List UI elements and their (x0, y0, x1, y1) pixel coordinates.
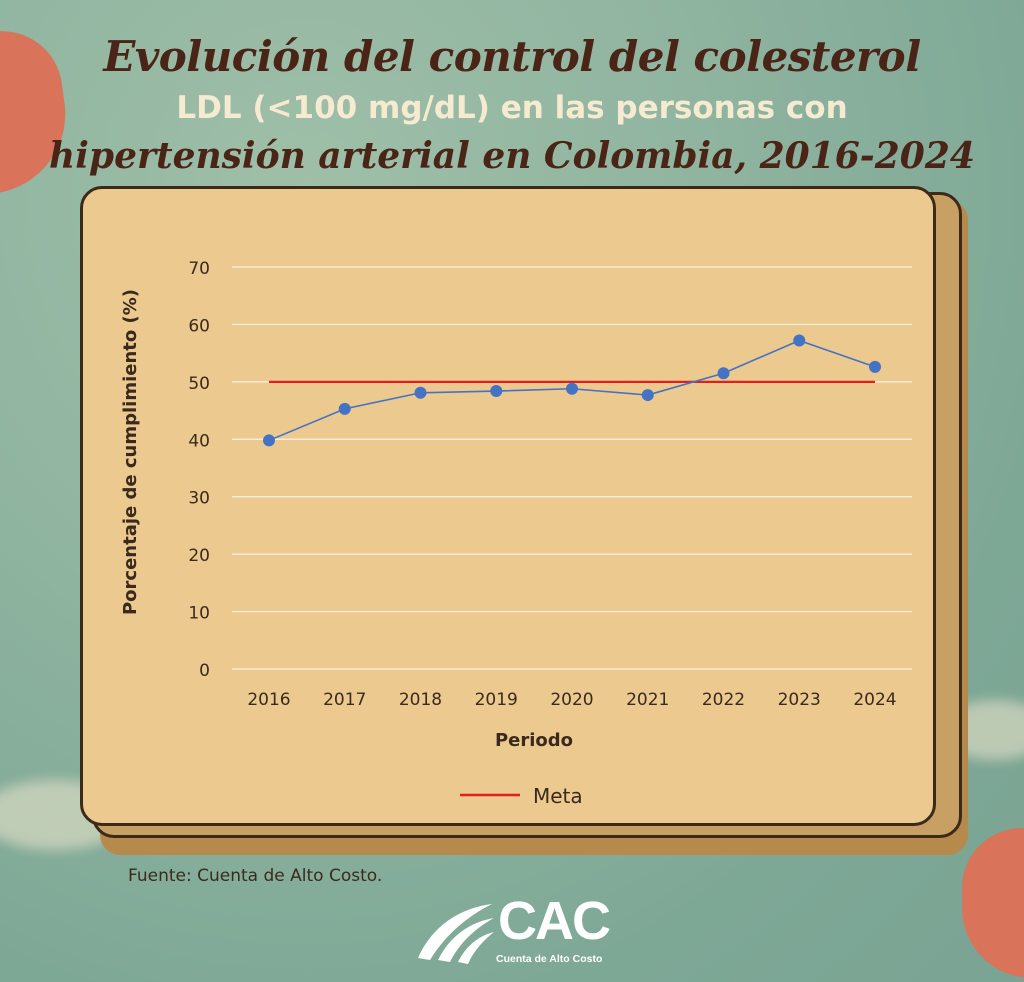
title-line-3: hipertensión arterial en Colombia, 2016-… (49, 135, 975, 177)
title-line-2: LDL (<100 mg/dL) en las personas con (176, 90, 848, 126)
data-point (641, 389, 654, 402)
series-layer (263, 334, 881, 447)
x-tick-label: 2023 (778, 690, 821, 710)
x-tick-label: 2021 (626, 690, 669, 710)
data-point (566, 382, 578, 395)
cac-logo-subtitle: Cuenta de Alto Costo (496, 953, 603, 965)
y-axis-label: Porcentaje de cumplimiento (%) (120, 289, 141, 615)
y-tick-label: 30 (188, 489, 210, 509)
x-axis-label: Periodo (495, 730, 573, 751)
y-tick-label: 70 (188, 259, 210, 279)
source-note: Fuente: Cuenta de Alto Costo. (128, 866, 383, 886)
cac-swoosh-icon (418, 904, 494, 964)
title-line-1: Evolución del control del colesterol (103, 32, 921, 81)
data-point (869, 360, 881, 373)
grid-lines (232, 266, 912, 670)
y-tick-label: 60 (188, 316, 210, 336)
data-point (338, 402, 351, 415)
y-tick-label: 40 (188, 431, 210, 451)
x-tick-labels: 2016 2017 2018 2019 2020 2021 2022 2023 2024 (247, 690, 896, 710)
data-point (793, 334, 806, 347)
y-tick-label: 50 (188, 374, 210, 394)
title-block: Evolución del control del colesterol LDL… (0, 28, 1024, 182)
x-tick-label: 2019 (475, 690, 518, 710)
cac-logo-text: CAC (498, 891, 611, 951)
data-point (414, 386, 427, 399)
x-tick-label: 2024 (853, 690, 896, 710)
x-tick-label: 2022 (702, 690, 745, 710)
data-point (717, 367, 730, 380)
x-tick-label: 2018 (399, 690, 442, 710)
chart-board (80, 186, 936, 826)
y-tick-label: 10 (188, 604, 210, 624)
y-tick-labels: 0 10 20 30 40 50 60 70 (188, 259, 210, 681)
x-tick-label: 2017 (323, 690, 366, 710)
legend-meta-label: Meta (533, 784, 583, 808)
data-point (490, 385, 503, 398)
data-point (263, 434, 275, 447)
cac-logo: CAC Cuenta de Alto Costo (412, 891, 612, 970)
y-tick-label: 20 (188, 546, 210, 566)
x-tick-label: 2020 (550, 690, 593, 710)
x-tick-label: 2016 (247, 690, 290, 710)
y-tick-label: 0 (199, 661, 210, 681)
